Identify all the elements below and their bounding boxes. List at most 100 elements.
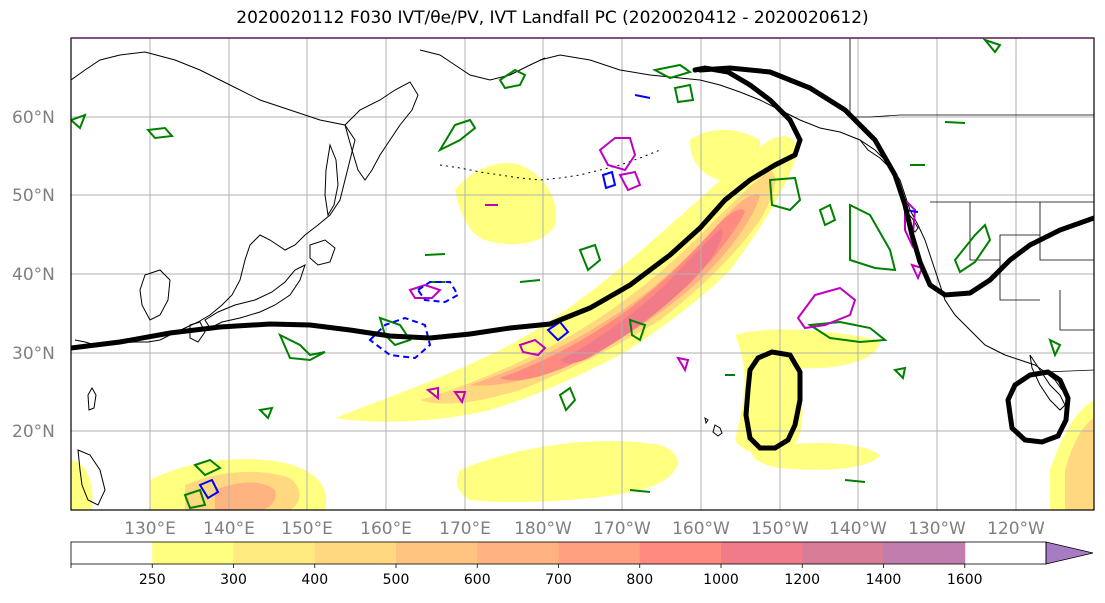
lon-label-130w: 130°W — [908, 519, 966, 539]
blue-6 — [634, 94, 651, 99]
state-border-2 — [1039, 202, 1094, 261]
theta-e-9 — [578, 243, 602, 272]
theta-e-7 — [849, 203, 897, 272]
ivt-250-north — [455, 162, 556, 245]
colorbar-box — [477, 542, 559, 564]
theta-e-12 — [628, 318, 647, 342]
colorbar-label: 1400 — [866, 572, 902, 588]
ivt-colorbar: 250 300 400 500 600 700 800 1000 1200 1400 1600 — [70, 541, 1094, 588]
theta-e-13 — [807, 320, 888, 344]
theta-e-20 — [71, 113, 87, 130]
theta-e-27 — [1048, 338, 1062, 358]
ivt-800-main — [500, 209, 745, 381]
colorbar-label: 1000 — [703, 572, 739, 588]
theta-e-11 — [378, 316, 412, 347]
blue-3 — [546, 320, 570, 342]
theta-e-19 — [145, 126, 175, 140]
pv-3 — [796, 286, 857, 330]
lat-label-40: 40°N — [12, 265, 55, 285]
pv-9 — [910, 263, 924, 281]
hawaii — [704, 416, 723, 437]
colorbar-box — [152, 542, 234, 564]
theta-e-2 — [498, 68, 527, 90]
state-border-3 — [999, 234, 1040, 260]
lat-label-50: 50°N — [12, 186, 55, 206]
graticule — [71, 38, 1094, 510]
us-canada-border — [849, 38, 1094, 118]
theta-e-10 — [277, 332, 326, 362]
pv-4 — [408, 283, 442, 299]
blue-4 — [601, 170, 617, 190]
sakhalin — [324, 143, 339, 217]
pv-contours — [408, 137, 924, 405]
lat-label-30: 30°N — [12, 344, 55, 364]
coastlines — [71, 49, 1066, 506]
theta-e-15 — [193, 458, 222, 477]
state-border-4 — [1059, 290, 1094, 331]
theta-e-8 — [953, 223, 992, 274]
colorbar-box — [721, 542, 803, 564]
theta-e-17 — [892, 366, 907, 381]
colorbar-labels: 250 300 400 500 600 700 800 1000 1200 1400 1600 — [139, 572, 983, 588]
lon-label-140e: 140°E — [203, 519, 255, 539]
colorbar-box — [71, 542, 153, 564]
pc-loop-1 — [743, 349, 803, 451]
theta-e-29 — [844, 479, 866, 483]
lon-label-150w: 150°W — [751, 519, 809, 539]
theta-e-3 — [652, 63, 693, 80]
ivt-landfall-pc — [71, 65, 1094, 451]
theta-e-22 — [424, 253, 446, 256]
lon-label-120w: 120°W — [987, 519, 1045, 539]
pc-loop-2 — [1005, 369, 1071, 445]
latitude-labels: 60°N 50°N 40°N 30°N 20°N — [12, 108, 55, 442]
pv-7 — [453, 391, 467, 405]
pv-10 — [676, 356, 690, 373]
theta-e-21 — [257, 406, 274, 420]
colorbar-box — [558, 542, 641, 564]
lon-label-160e: 160°E — [360, 519, 412, 539]
lon-label-130e: 130°E — [124, 519, 176, 539]
ivt-shading — [71, 129, 1094, 510]
colorbar-ticks — [70, 564, 966, 568]
longitude-labels: 130°E 140°E 150°E 160°E 170°E 180°W 170°… — [124, 519, 1045, 539]
blue-contours — [198, 94, 919, 500]
pc-main-line — [71, 65, 1094, 351]
theta-e-28 — [629, 489, 651, 493]
asia-coast — [71, 51, 356, 346]
colorbar-box — [639, 542, 722, 564]
colorbar-label: 800 — [626, 572, 653, 588]
colorbar-boxes — [71, 542, 966, 564]
colorbar-box — [802, 542, 884, 564]
honshu — [204, 264, 306, 329]
bering-coast — [419, 49, 546, 81]
ivt-600-sw — [215, 482, 276, 510]
korea — [139, 269, 171, 321]
colorbar-label: 600 — [464, 572, 491, 588]
na-west-coast — [909, 209, 1063, 391]
theta-e-6 — [818, 203, 837, 227]
pv-6 — [425, 386, 439, 401]
colorbar-box — [883, 542, 966, 564]
lon-label-160w: 160°W — [672, 519, 730, 539]
lat-label-20: 20°N — [12, 422, 55, 442]
map-title: 2020020112 F030 IVT/θe/PV, IVT Landfall … — [236, 8, 869, 28]
theta-e-24 — [519, 279, 541, 283]
theta-e-5 — [768, 176, 802, 212]
blue-5 — [198, 478, 220, 500]
theta-e-18 — [982, 38, 1002, 54]
theta-e-4 — [673, 83, 695, 104]
lon-label-140w: 140°W — [829, 519, 887, 539]
colorbar-box — [314, 542, 397, 564]
lon-label-170e: 170°E — [439, 519, 491, 539]
pv-8 — [904, 197, 917, 249]
pv-1 — [598, 137, 637, 172]
hokkaido — [309, 239, 336, 266]
taiwan — [87, 386, 97, 411]
lon-label-170w: 170°W — [593, 519, 651, 539]
colorbar-box — [396, 542, 478, 564]
pv-2 — [618, 170, 642, 192]
colorbar-box — [233, 542, 316, 564]
colorbar-label: 250 — [139, 572, 166, 588]
colorbar-label: 700 — [545, 572, 572, 588]
